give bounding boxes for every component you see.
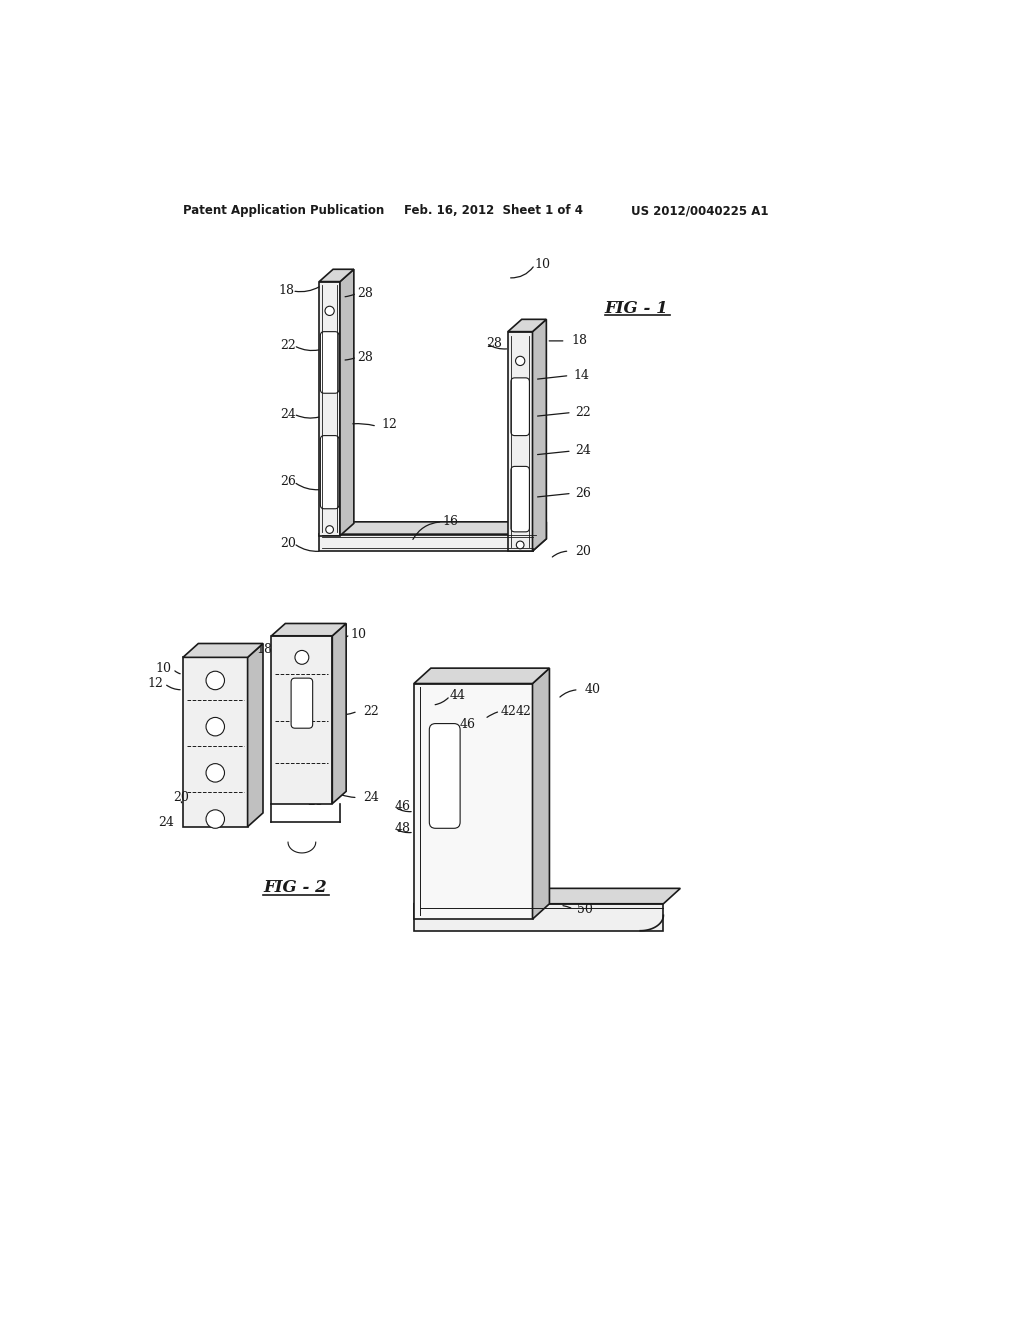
Polygon shape xyxy=(340,269,354,536)
Polygon shape xyxy=(508,319,547,331)
Polygon shape xyxy=(183,657,248,826)
Text: 24: 24 xyxy=(575,445,592,458)
Text: 20: 20 xyxy=(174,791,189,804)
FancyBboxPatch shape xyxy=(511,466,529,532)
FancyBboxPatch shape xyxy=(291,678,312,729)
Text: 22: 22 xyxy=(575,407,592,418)
Text: 42: 42 xyxy=(515,705,531,718)
Polygon shape xyxy=(414,888,680,904)
Text: 28: 28 xyxy=(486,337,502,350)
Text: 14: 14 xyxy=(573,370,589,381)
Text: 46: 46 xyxy=(394,800,411,813)
Text: 10: 10 xyxy=(535,259,551,271)
Text: FIG - 2: FIG - 2 xyxy=(263,879,327,896)
Text: 10: 10 xyxy=(156,663,171,676)
Text: 18: 18 xyxy=(279,284,295,297)
Text: 10: 10 xyxy=(350,628,366,640)
Text: 12: 12 xyxy=(382,417,397,430)
Text: US 2012/0040225 A1: US 2012/0040225 A1 xyxy=(631,205,769,218)
Text: 28: 28 xyxy=(357,286,373,300)
Text: Feb. 16, 2012  Sheet 1 of 4: Feb. 16, 2012 Sheet 1 of 4 xyxy=(403,205,583,218)
Text: 44: 44 xyxy=(451,689,466,702)
Polygon shape xyxy=(319,269,354,281)
Text: 26: 26 xyxy=(280,475,296,488)
Circle shape xyxy=(515,356,525,366)
Text: 26: 26 xyxy=(575,487,592,500)
Text: 18: 18 xyxy=(256,643,272,656)
Text: 20: 20 xyxy=(575,545,592,557)
Polygon shape xyxy=(271,636,333,804)
Text: 40: 40 xyxy=(585,684,601,696)
Circle shape xyxy=(516,541,524,549)
Polygon shape xyxy=(183,644,263,657)
Text: 42: 42 xyxy=(500,705,516,718)
Text: 24: 24 xyxy=(364,791,379,804)
Text: Patent Application Publication: Patent Application Publication xyxy=(183,205,384,218)
FancyBboxPatch shape xyxy=(321,436,339,508)
Text: 16: 16 xyxy=(442,515,459,528)
Text: 18: 18 xyxy=(571,334,587,347)
FancyBboxPatch shape xyxy=(429,723,460,829)
Text: 48: 48 xyxy=(394,822,411,834)
Circle shape xyxy=(326,525,334,533)
Circle shape xyxy=(206,810,224,829)
FancyBboxPatch shape xyxy=(321,331,339,393)
Text: 22: 22 xyxy=(280,339,296,352)
FancyBboxPatch shape xyxy=(511,378,529,436)
Polygon shape xyxy=(508,331,532,552)
Text: 24: 24 xyxy=(158,816,174,829)
Polygon shape xyxy=(271,623,346,636)
Circle shape xyxy=(206,718,224,737)
Polygon shape xyxy=(532,319,547,552)
Polygon shape xyxy=(333,623,346,804)
Text: 50: 50 xyxy=(578,903,593,916)
Polygon shape xyxy=(319,521,547,535)
Circle shape xyxy=(325,306,334,315)
Text: 12: 12 xyxy=(147,677,163,690)
Text: FIG - 1: FIG - 1 xyxy=(605,300,669,317)
Polygon shape xyxy=(414,668,550,684)
Text: 28: 28 xyxy=(307,795,324,808)
Polygon shape xyxy=(248,644,263,826)
Polygon shape xyxy=(414,684,532,919)
Text: 20: 20 xyxy=(280,537,296,550)
Circle shape xyxy=(206,763,224,781)
Polygon shape xyxy=(532,521,547,552)
Circle shape xyxy=(295,651,309,664)
Text: 46: 46 xyxy=(460,718,476,731)
Polygon shape xyxy=(319,281,340,536)
Text: 24: 24 xyxy=(280,408,296,421)
Polygon shape xyxy=(319,535,532,552)
Polygon shape xyxy=(414,904,664,931)
Text: 22: 22 xyxy=(364,705,379,718)
Text: 28: 28 xyxy=(357,351,373,363)
Circle shape xyxy=(206,671,224,689)
Polygon shape xyxy=(532,668,550,919)
